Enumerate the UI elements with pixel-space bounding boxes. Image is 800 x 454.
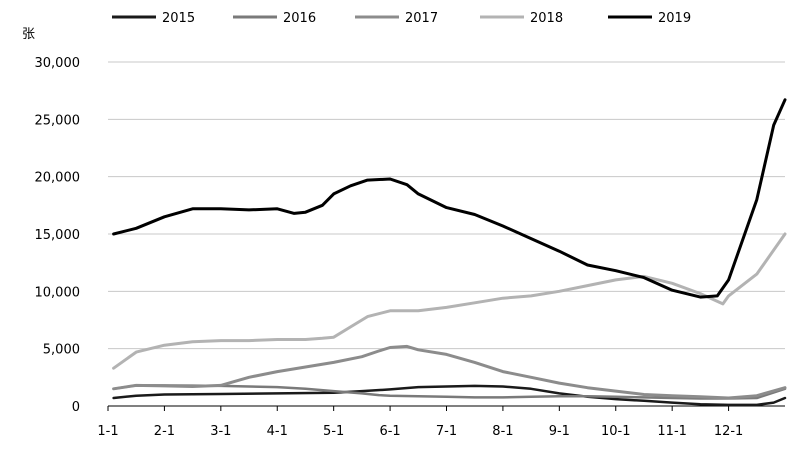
series-line-2019 — [112, 98, 787, 299]
y-tick-label: 15,000 — [35, 228, 81, 243]
grid-layer — [108, 61, 785, 350]
legend-label-2016: 2016 — [283, 11, 316, 26]
x-tick-label: 12-1 — [714, 424, 744, 439]
y-tick-label: 20,000 — [35, 171, 81, 186]
y-axis-label: 张 — [22, 27, 35, 42]
y-tick-label: 30,000 — [35, 56, 81, 71]
series-line-2018 — [112, 232, 787, 370]
series-layer — [112, 98, 787, 407]
legend-label-2017: 2017 — [405, 11, 438, 26]
legend-label-2015: 2015 — [162, 11, 195, 26]
legend-label-2019: 2019 — [658, 11, 691, 26]
x-tick-label: 9-1 — [549, 424, 570, 439]
y-tick-label: 10,000 — [35, 285, 81, 300]
x-tick-label: 8-1 — [492, 424, 513, 439]
x-tick-label: 4-1 — [267, 424, 288, 439]
legend: 2015 2016 2017 2018 2019 — [112, 11, 691, 26]
y-tick-label: 5,000 — [43, 343, 80, 358]
x-tick-labels: 1-1 2-1 3-1 4-1 5-1 6-1 7-1 8-1 9-1 10-1 11-1 12-1 — [97, 424, 743, 439]
y-tick-labels: 0 5,000 10,000 15,000 20,000 25,000 30,000 — [35, 56, 81, 415]
x-tick-label: 7-1 — [436, 424, 457, 439]
x-tick-label: 10-1 — [601, 424, 631, 439]
y-tick-label: 25,000 — [35, 113, 81, 128]
legend-label-2018: 2018 — [530, 11, 563, 26]
axis-layer — [107, 405, 785, 411]
y-tick-label: 0 — [72, 400, 80, 415]
series-line-2016 — [112, 384, 787, 400]
x-tick-label: 11-1 — [657, 424, 687, 439]
series-line-2017 — [112, 344, 787, 400]
series-line-2015 — [112, 384, 787, 407]
x-tick-label: 1-1 — [97, 424, 118, 439]
x-tick-label: 2-1 — [154, 424, 175, 439]
x-tick-label: 5-1 — [323, 424, 344, 439]
x-tick-label: 6-1 — [379, 424, 400, 439]
x-tick-label: 3-1 — [210, 424, 231, 439]
